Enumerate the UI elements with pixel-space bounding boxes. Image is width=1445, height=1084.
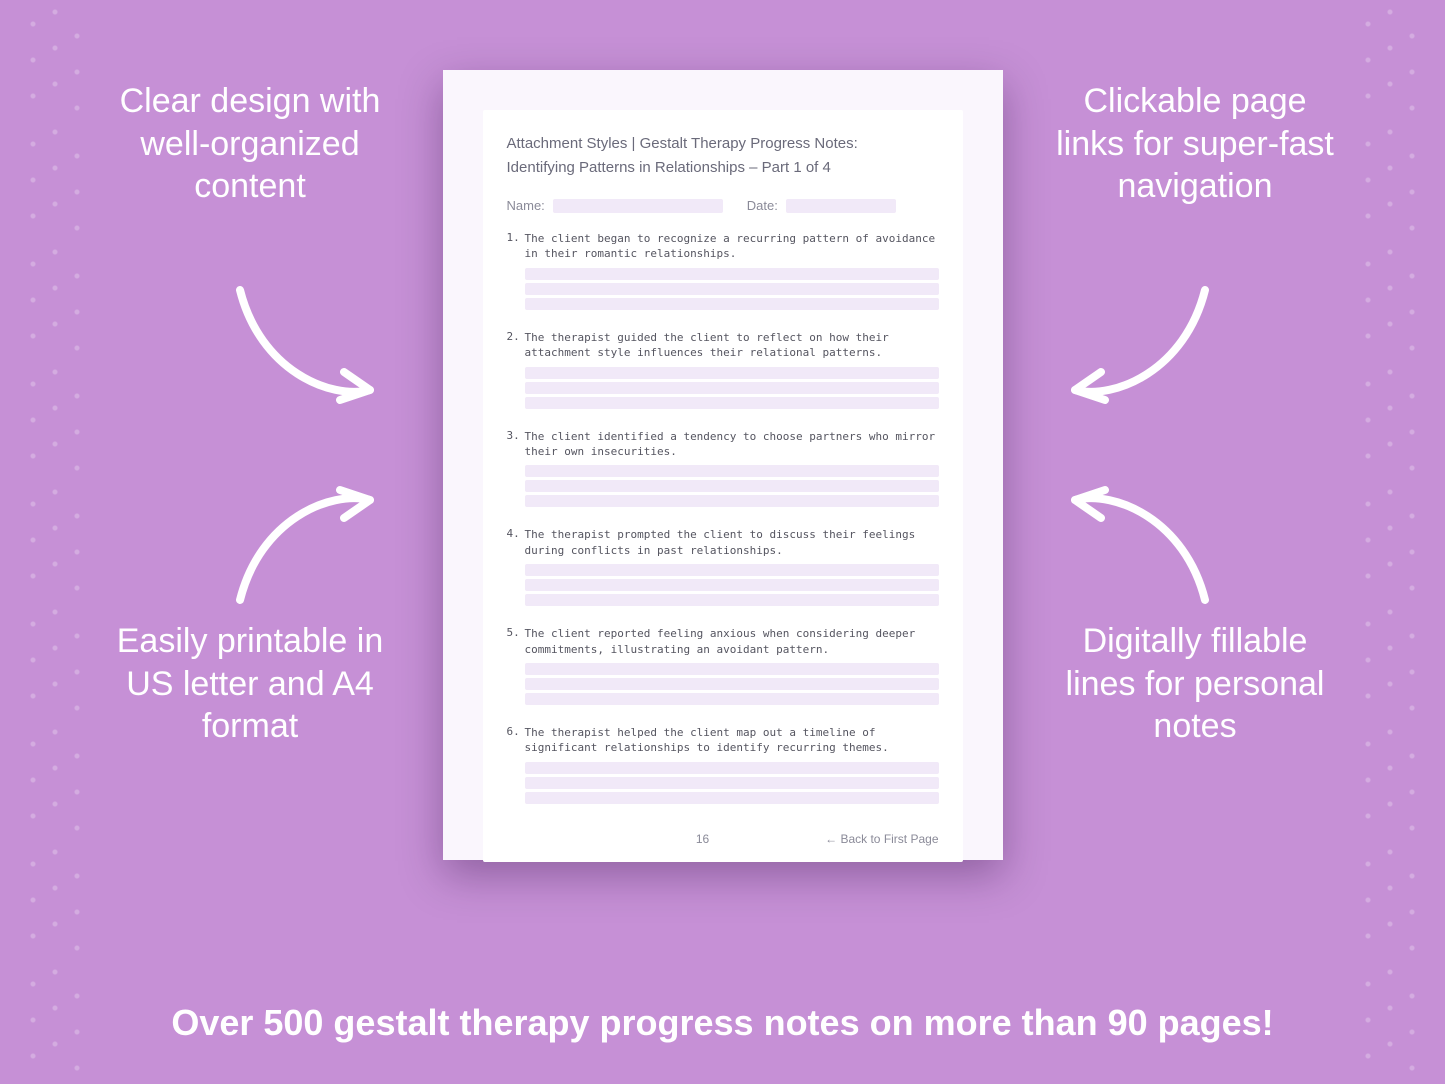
- fill-line[interactable]: [525, 594, 939, 606]
- callout-bottom-left: Easily printable in US letter and A4 for…: [100, 620, 400, 748]
- list-item: The client reported feeling anxious when…: [507, 626, 939, 705]
- fill-lines: [525, 663, 939, 705]
- fill-lines: [525, 762, 939, 804]
- date-label: Date:: [747, 198, 778, 213]
- fill-line[interactable]: [525, 480, 939, 492]
- arrow-bottom-left: [220, 470, 390, 610]
- page-title-line2: Identifying Patterns in Relationships – …: [507, 156, 939, 180]
- fill-line[interactable]: [525, 693, 939, 705]
- promo-background: Clear design with well-organized content…: [0, 0, 1445, 1084]
- fill-lines: [525, 465, 939, 507]
- bottom-tagline: Over 500 gestalt therapy progress notes …: [0, 1002, 1445, 1044]
- item-text: The therapist helped the client map out …: [525, 725, 939, 756]
- page-number: 16: [627, 832, 779, 846]
- fill-lines: [525, 367, 939, 409]
- fill-line[interactable]: [525, 367, 939, 379]
- fill-line[interactable]: [525, 283, 939, 295]
- floral-decoration-left: [0, 0, 110, 1084]
- list-item: The therapist helped the client map out …: [507, 725, 939, 804]
- items-list: The client began to recognize a recurrin…: [507, 231, 939, 824]
- callout-top-right: Clickable page links for super-fast navi…: [1045, 80, 1345, 208]
- list-item: The client identified a tendency to choo…: [507, 429, 939, 508]
- back-to-first-link[interactable]: ← Back to First Page: [779, 832, 939, 846]
- item-text: The client reported feeling anxious when…: [525, 626, 939, 657]
- fill-line[interactable]: [525, 382, 939, 394]
- fill-line[interactable]: [525, 663, 939, 675]
- fill-line[interactable]: [525, 465, 939, 477]
- page-title-line1: Attachment Styles | Gestalt Therapy Prog…: [507, 132, 939, 156]
- document-page: Attachment Styles | Gestalt Therapy Prog…: [443, 70, 1003, 860]
- name-label: Name:: [507, 198, 545, 213]
- page-title: Attachment Styles | Gestalt Therapy Prog…: [507, 132, 939, 180]
- item-text: The client identified a tendency to choo…: [525, 429, 939, 460]
- meta-row: Name: Date:: [507, 198, 939, 213]
- list-item: The client began to recognize a recurrin…: [507, 231, 939, 310]
- arrow-bottom-right: [1055, 470, 1225, 610]
- fill-line[interactable]: [525, 678, 939, 690]
- fill-line[interactable]: [525, 495, 939, 507]
- fill-lines: [525, 268, 939, 310]
- document-page-inner: Attachment Styles | Gestalt Therapy Prog…: [483, 110, 963, 862]
- item-text: The therapist guided the client to refle…: [525, 330, 939, 361]
- name-field: Name:: [507, 198, 723, 213]
- name-input-fill[interactable]: [553, 199, 723, 213]
- list-item: The therapist guided the client to refle…: [507, 330, 939, 409]
- arrow-top-left: [220, 280, 390, 420]
- page-footer: 16 ← Back to First Page: [507, 832, 939, 846]
- date-input-fill[interactable]: [786, 199, 896, 213]
- item-text: The therapist prompted the client to dis…: [525, 527, 939, 558]
- callout-top-left: Clear design with well-organized content: [100, 80, 400, 208]
- fill-line[interactable]: [525, 792, 939, 804]
- fill-line[interactable]: [525, 777, 939, 789]
- fill-line[interactable]: [525, 564, 939, 576]
- floral-decoration-right: [1335, 0, 1445, 1084]
- item-text: The client began to recognize a recurrin…: [525, 231, 939, 262]
- fill-line[interactable]: [525, 268, 939, 280]
- fill-line[interactable]: [525, 762, 939, 774]
- list-item: The therapist prompted the client to dis…: [507, 527, 939, 606]
- callout-bottom-right: Digitally fillable lines for personal no…: [1045, 620, 1345, 748]
- fill-line[interactable]: [525, 298, 939, 310]
- date-field: Date:: [747, 198, 896, 213]
- arrow-top-right: [1055, 280, 1225, 420]
- fill-lines: [525, 564, 939, 606]
- fill-line[interactable]: [525, 397, 939, 409]
- fill-line[interactable]: [525, 579, 939, 591]
